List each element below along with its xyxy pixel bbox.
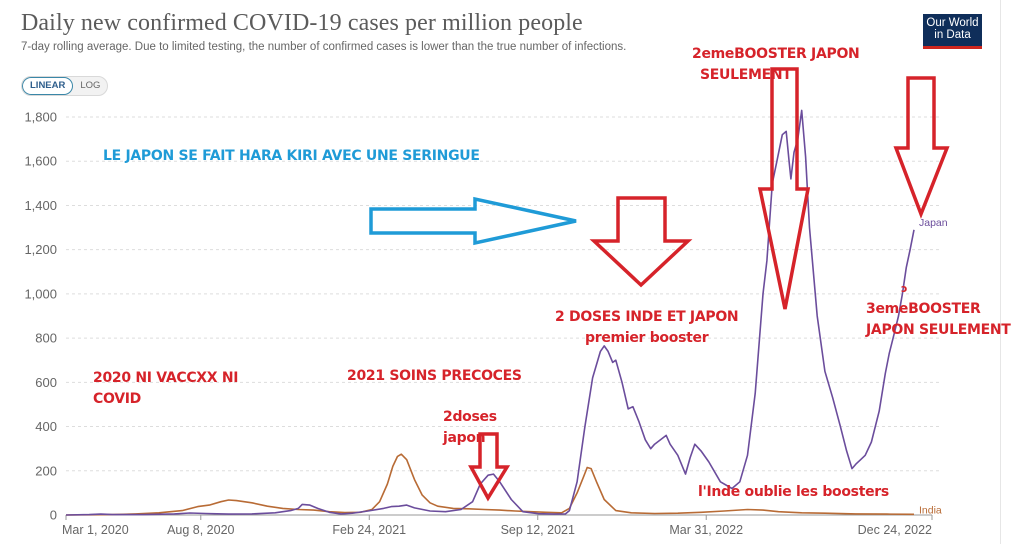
y-tick-label: 1,000 <box>24 286 57 301</box>
annotation-2doses-inde: 2 DOSES INDE ET JAPON premier booster <box>555 307 739 349</box>
annotation-3eme-booster: 3emeBOOSTER JAPON SEULEMENT <box>866 299 1011 341</box>
red-down-arrow-2eme-booster <box>757 67 811 310</box>
annotation-3eme-line-2: JAPON SEULEMENT <box>866 322 1011 338</box>
y-tick-label: 0 <box>50 508 57 523</box>
annotation-2020: 2020 NI VACCXX NI COVID <box>93 368 239 410</box>
y-tick-label: 800 <box>35 331 57 346</box>
series-label-india[interactable]: India <box>919 504 942 516</box>
x-tick-label: Sep 12, 2021 <box>501 523 575 537</box>
annotation-2021: 2021 SOINS PRECOCES <box>347 368 522 384</box>
series-labels: India Japan <box>919 217 948 517</box>
y-tick-label: 600 <box>35 375 57 390</box>
chart-title: Daily new confirmed COVID-19 cases per m… <box>21 10 583 36</box>
red-down-arrow-3eme-booster <box>893 76 950 219</box>
series-label-japan[interactable]: Japan <box>919 217 948 229</box>
logo-line-2: in Data <box>934 29 971 41</box>
annotation-stray-mark: ↄ <box>901 282 908 295</box>
x-tick-label: Aug 8, 2020 <box>167 523 234 537</box>
annotation-2eme-line-1: 2emeBOOSTER JAPON <box>692 46 860 62</box>
x-tick-label: Feb 24, 2021 <box>332 523 406 537</box>
x-tick-label: Mar 31, 2022 <box>669 523 743 537</box>
y-axis-ticks: 0 200 400 600 800 1,000 1,200 1,400 1,600 1,800 <box>24 110 57 523</box>
x-tick-label: Mar 1, 2020 <box>62 523 129 537</box>
chart-frame <box>1000 0 1001 544</box>
annotation-2020-line-2: COVID <box>93 391 141 407</box>
annotation-2eme-line-2: SEULEMENT <box>700 67 792 83</box>
red-down-arrow-2doses-inde <box>589 196 693 288</box>
logo-line-1: Our World <box>926 17 979 29</box>
y-tick-label: 1,200 <box>24 242 57 257</box>
annotation-2eme-booster: 2emeBOOSTER JAPON SEULEMENT <box>692 44 860 86</box>
annotation-2doses-line-1: 2doses <box>443 409 497 425</box>
scale-toggle: LINEAR LOG <box>21 76 109 96</box>
series-line-india[interactable] <box>65 453 915 516</box>
annotation-2doses-inde-line-1: 2 DOSES INDE ET JAPON <box>555 309 739 325</box>
annotation-arrows <box>369 67 950 502</box>
x-axis-ticks: Mar 1, 2020 Aug 8, 2020 Feb 24, 2021 Sep 12… <box>62 515 933 537</box>
series-lines <box>65 109 915 516</box>
annotation-inde-oublie: l'Inde oublie les boosters <box>698 484 889 500</box>
annotation-hara-kiri: LE JAPON SE FAIT HARA KIRI AVEC UNE SERI… <box>103 148 480 164</box>
owid-logo[interactable]: Our World in Data <box>923 14 982 49</box>
annotation-2doses-line-2: japon <box>443 430 486 446</box>
y-tick-label: 200 <box>35 463 57 478</box>
annotation-2020-line-1: 2020 NI VACCXX NI <box>93 370 239 386</box>
annotation-3eme-line-1: 3emeBOOSTER <box>866 301 981 317</box>
y-tick-label: 1,600 <box>24 154 57 169</box>
series-line-japan[interactable] <box>65 109 915 516</box>
y-tick-label: 400 <box>35 419 57 434</box>
annotation-2doses-inde-line-2: premier booster <box>585 330 709 346</box>
linear-scale-button[interactable]: LINEAR <box>22 77 74 95</box>
x-tick-label: Dec 24, 2022 <box>858 523 932 537</box>
red-down-arrow-2doses-japon <box>468 432 511 502</box>
y-tick-label: 1,800 <box>24 110 57 125</box>
chart-subtitle: 7-day rolling average. Due to limited te… <box>21 41 627 53</box>
grid-lines <box>66 116 942 472</box>
y-tick-label: 1,400 <box>24 198 57 213</box>
blue-right-arrow <box>369 196 577 246</box>
annotation-2doses-japon: 2doses japon <box>443 407 497 449</box>
log-scale-button[interactable]: LOG <box>80 80 101 91</box>
